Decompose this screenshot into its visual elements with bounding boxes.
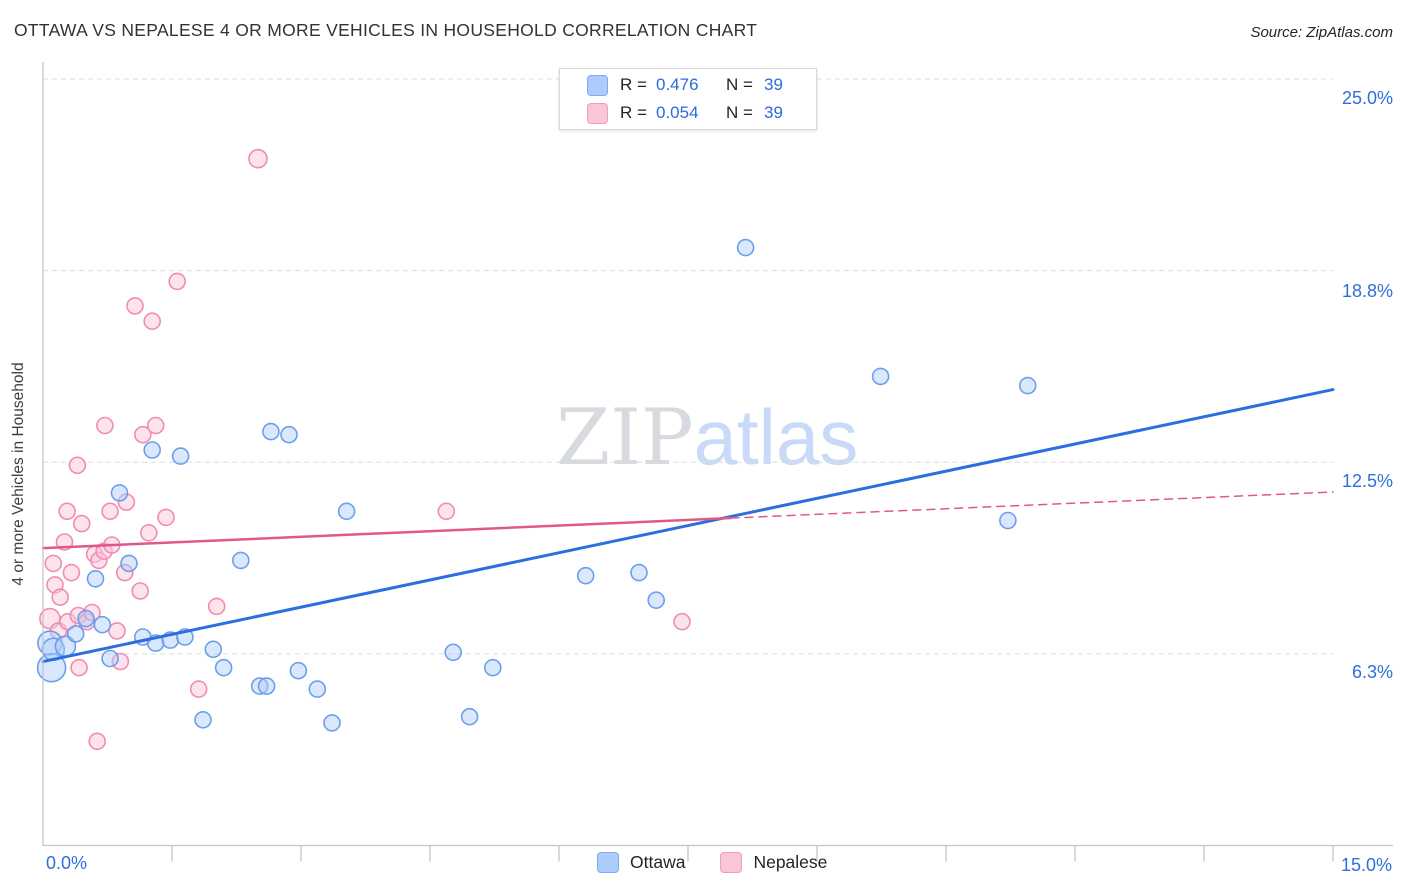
- ottawa-point: [204, 640, 223, 659]
- ottawa-point: [308, 680, 327, 698]
- nepalese-point: [131, 582, 149, 600]
- nepalese-point: [101, 502, 119, 521]
- ottawa-point: [194, 710, 212, 729]
- ottawa-point: [871, 367, 890, 386]
- ottawa-point: [262, 422, 280, 441]
- ottawa-point: [257, 677, 276, 695]
- ottawa-point: [576, 566, 595, 585]
- nepalese-point: [157, 508, 175, 527]
- ottawa-point: [483, 658, 502, 677]
- ottawa-point: [232, 551, 250, 570]
- ottawa-point: [1018, 376, 1037, 395]
- ottawa-point: [444, 643, 463, 662]
- ottawa-point: [77, 609, 95, 628]
- r-value: 0.054: [656, 103, 699, 122]
- x-tick-label-min: 0.0%: [46, 853, 88, 873]
- zipatlas-watermark: ZIPatlas: [556, 398, 858, 477]
- nepalese-point: [168, 272, 186, 291]
- nepalese-point: [207, 597, 226, 616]
- ottawa-point: [460, 707, 479, 726]
- nepalese-point: [58, 502, 76, 521]
- nepalese-point: [72, 514, 91, 533]
- ottawa-point: [630, 563, 648, 582]
- nepalese-point: [70, 658, 88, 677]
- nepalese-swatch-icon: [587, 102, 608, 124]
- nepalese-point: [134, 425, 152, 444]
- nepalese-point: [51, 588, 70, 607]
- ottawa-point: [66, 625, 85, 643]
- nepalese-point: [68, 456, 87, 475]
- y-axis-label: 4 or more Vehicles in Household: [10, 362, 27, 586]
- series-legend: Ottawa Nepalese: [597, 852, 827, 873]
- source-attribution: Source: ZipAtlas.com: [1250, 24, 1393, 41]
- n-label: N =: [726, 75, 753, 94]
- n-value: 39: [764, 103, 783, 122]
- stats-legend-row-nepalese: R = 0.054 N = 39: [587, 101, 816, 125]
- nepalese-point: [126, 297, 144, 315]
- ottawa-point: [289, 661, 308, 680]
- n-value: 39: [764, 75, 783, 94]
- nepalese-point: [115, 563, 134, 582]
- nepalese-point: [111, 652, 130, 671]
- nepalese-point: [146, 416, 165, 435]
- ottawa-point: [86, 569, 105, 588]
- ottawa-swatch-icon: [587, 74, 608, 96]
- stats-legend: R = 0.476 N = 39 R = 0.054 N = 39: [559, 68, 817, 130]
- ottawa-point: [323, 714, 341, 732]
- y-tick-label-18-8: 18.8%: [1341, 281, 1393, 301]
- watermark-zip-text: ZIP: [556, 393, 694, 483]
- nepalese-trendline-dashed: [730, 491, 1334, 519]
- watermark-atlas-text: atlas: [693, 393, 859, 481]
- ottawa-point: [171, 447, 190, 465]
- nepalese-point: [62, 563, 81, 582]
- ottawa-point: [337, 502, 356, 521]
- ottawa-point: [120, 554, 138, 573]
- y-tick-label-12-5: 12.5%: [1341, 471, 1393, 491]
- nepalese-point: [437, 502, 456, 521]
- y-tick-label-6-3: 6.3%: [1351, 662, 1393, 682]
- nepalese-point: [143, 312, 161, 331]
- chart-title: OTTAWA VS NEPALESE 4 OR MORE VEHICLES IN…: [14, 20, 758, 40]
- ottawa-point: [250, 677, 269, 695]
- nepalese-point: [44, 554, 63, 573]
- nepalese-point: [88, 732, 106, 751]
- r-value: 0.476: [656, 75, 699, 94]
- ottawa-swatch-icon: [597, 852, 619, 873]
- nepalese-point: [108, 622, 126, 640]
- nepalese-point: [96, 416, 114, 435]
- stats-legend-row-ottawa: R = 0.476 N = 39: [587, 73, 816, 97]
- ottawa-legend-label: Ottawa: [630, 852, 686, 872]
- n-label: N =: [726, 103, 753, 122]
- ottawa-point: [647, 591, 666, 610]
- nepalese-trendline: [41, 516, 733, 550]
- ottawa-point: [214, 658, 233, 677]
- r-label: R =: [620, 75, 647, 94]
- r-label: R =: [620, 103, 647, 122]
- ottawa-point: [736, 238, 755, 257]
- ottawa-point: [101, 649, 119, 668]
- ottawa-trendline: [41, 388, 1335, 664]
- nepalese-swatch-icon: [720, 852, 743, 873]
- ottawa-point: [280, 425, 298, 444]
- nepalese-point: [140, 523, 158, 542]
- nepalese-point: [189, 680, 208, 698]
- y-tick-label-25: 25.0%: [1341, 88, 1393, 108]
- ottawa-point: [93, 615, 112, 634]
- nepalese-point: [248, 148, 268, 169]
- ottawa-point: [143, 441, 161, 459]
- x-tick-label-max: 15.0%: [1340, 855, 1392, 875]
- ottawa-point: [110, 484, 129, 502]
- ottawa-point: [999, 511, 1017, 530]
- nepalese-legend-label: Nepalese: [753, 852, 828, 872]
- nepalese-point: [117, 493, 136, 511]
- nepalese-point: [673, 612, 691, 631]
